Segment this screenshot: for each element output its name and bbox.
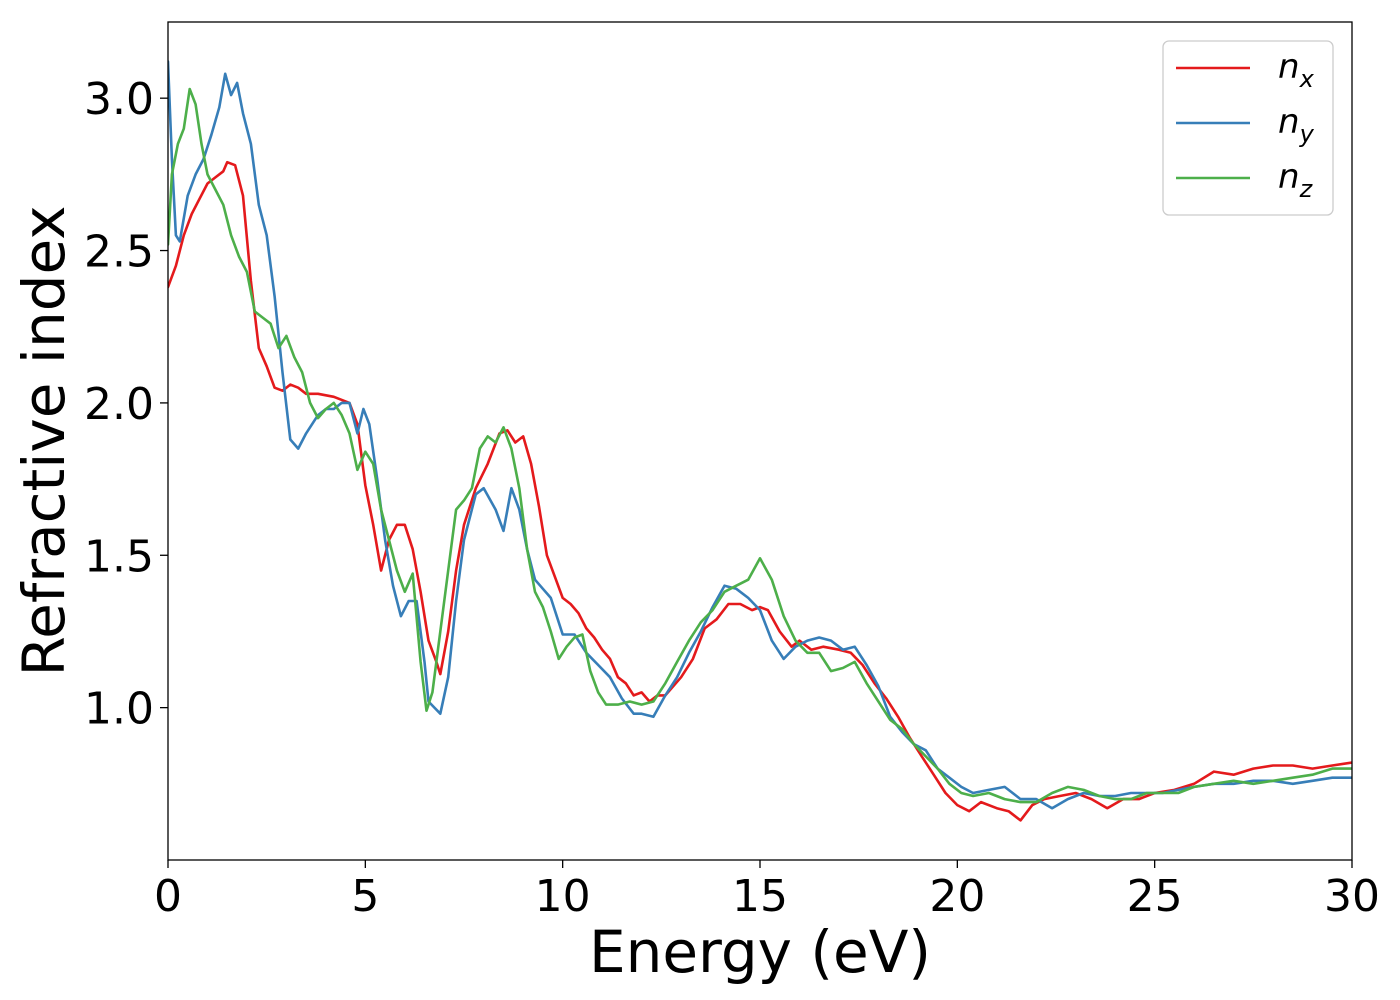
y-axis-label: Refractive index	[10, 205, 78, 676]
x-tick-label: 30	[1324, 871, 1380, 922]
y-tick-label: 3.0	[84, 74, 154, 125]
legend-label-nz: nz	[1278, 157, 1314, 203]
y-axis-ticks: 1.0 1.5 2.0 2.5 3.0	[84, 74, 168, 735]
x-tick-label: 20	[929, 871, 985, 922]
y-tick-label: 1.0	[84, 684, 154, 735]
x-tick-label: 25	[1127, 871, 1183, 922]
y-tick-label: 2.5	[84, 227, 154, 278]
x-tick-label: 15	[732, 871, 788, 922]
legend: nx ny nz	[1162, 40, 1334, 216]
series-line-ny	[168, 60, 1352, 810]
x-axis-ticks: 0 5 10 15 20 25 30	[154, 860, 1380, 922]
series-line-nx	[168, 160, 1352, 822]
series-layer	[168, 60, 1352, 822]
y-tick-label: 2.0	[84, 379, 154, 430]
series-line-nz	[168, 87, 1352, 804]
x-tick-label: 5	[351, 871, 379, 922]
legend-label-ny: ny	[1278, 102, 1315, 148]
x-axis-label: Energy (eV)	[589, 918, 931, 986]
x-tick-label: 10	[535, 871, 591, 922]
x-tick-label: 0	[154, 871, 182, 922]
legend-label-nx: nx	[1278, 47, 1315, 93]
y-tick-label: 1.5	[84, 531, 154, 582]
legend-box	[1162, 40, 1334, 216]
